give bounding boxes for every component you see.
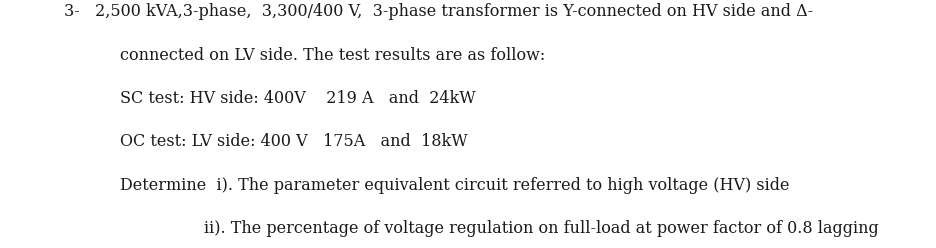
- Text: connected on LV side. The test results are as follow:: connected on LV side. The test results a…: [120, 47, 545, 63]
- Text: SC test: HV side: 400V    219 A   and  24kW: SC test: HV side: 400V 219 A and 24kW: [120, 90, 475, 107]
- Text: OC test: LV side: 400 V   175A   and  18kW: OC test: LV side: 400 V 175A and 18kW: [120, 133, 467, 150]
- Text: Determine  i). The parameter equivalent circuit referred to high voltage (HV) si: Determine i). The parameter equivalent c…: [120, 177, 789, 194]
- Text: 3-   2,500 kVA,3-phase,  3,300/400 V,  3-phase transformer is Y-connected on HV : 3- 2,500 kVA,3-phase, 3,300/400 V, 3-pha…: [64, 3, 812, 20]
- Text: ii). The percentage of voltage regulation on full-load at power factor of 0.8 la: ii). The percentage of voltage regulatio…: [204, 220, 878, 237]
